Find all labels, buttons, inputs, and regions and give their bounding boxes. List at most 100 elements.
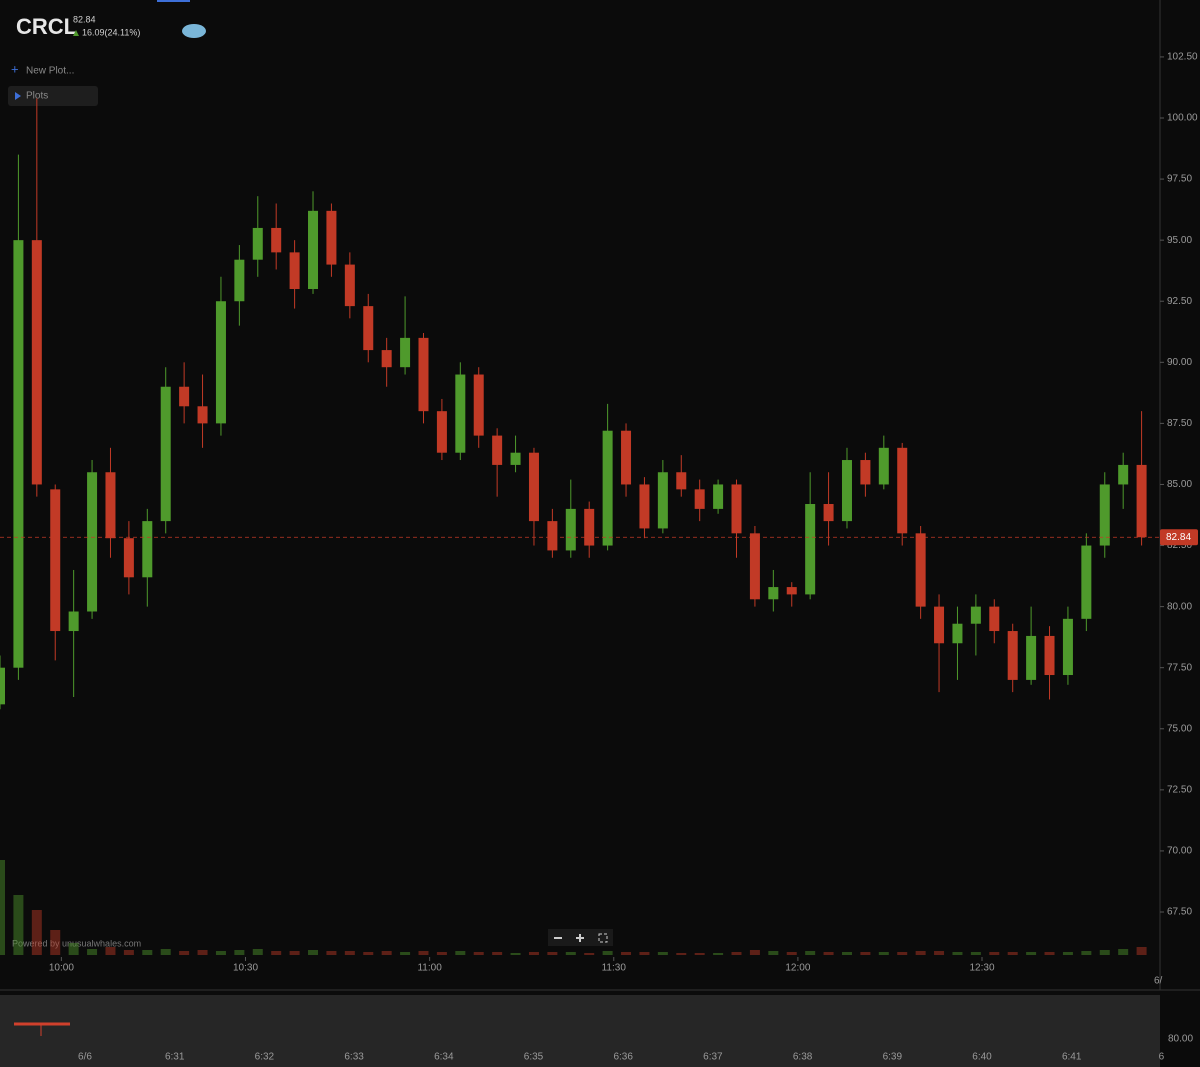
volume-bar: [731, 952, 742, 955]
volume-bar: [694, 953, 705, 955]
whale-icon: [182, 24, 206, 38]
candle-body: [989, 606, 1000, 632]
volume-bar: [823, 952, 834, 955]
candle-body: [823, 504, 834, 522]
new-plot[interactable]: New Plot...: [26, 66, 74, 77]
x-tick-label: 11:30: [602, 963, 627, 974]
candle-body: [142, 521, 153, 578]
navigator[interactable]: [0, 995, 1160, 1067]
volume-bar: [1081, 951, 1092, 955]
candle-body: [197, 406, 208, 424]
navigator-label: 6:37: [703, 1052, 723, 1063]
candle-body: [805, 504, 816, 595]
candle-body: [68, 611, 79, 632]
candle-body: [1007, 631, 1018, 680]
navigator-label: 6/6: [78, 1052, 92, 1063]
volume-bar: [676, 953, 687, 955]
up-arrow: [73, 30, 79, 36]
y-tick-label: 72.50: [1167, 784, 1192, 795]
candle-body: [547, 521, 558, 551]
y-tick-label: 87.50: [1167, 418, 1192, 429]
navigator-label: 6:40: [972, 1052, 992, 1063]
candle-body: [87, 472, 98, 612]
plots-button[interactable]: [8, 86, 98, 106]
candle-body: [639, 484, 650, 529]
candle-body: [308, 210, 319, 290]
volume-bar: [897, 952, 908, 955]
volume-bar: [179, 951, 190, 955]
volume-bar: [0, 860, 5, 955]
volume-bar: [989, 952, 1000, 955]
volume-bar: [547, 952, 558, 955]
plus-icon[interactable]: +: [11, 61, 19, 76]
volume-bar: [1044, 952, 1055, 955]
volume-bar: [786, 952, 797, 955]
volume-bar: [934, 951, 945, 955]
candle-body: [473, 374, 484, 436]
candle-body: [344, 264, 355, 307]
candle-body: [1136, 464, 1147, 538]
y-tick-label: 95.00: [1167, 235, 1192, 246]
volume-bar: [805, 951, 816, 955]
header-change: 16.09(24.11%): [82, 27, 140, 37]
candle-body: [510, 452, 521, 465]
y-tick-label: 70.00: [1167, 846, 1192, 857]
navigator-label: 6:36: [613, 1052, 633, 1063]
volume-bar: [252, 949, 263, 955]
y-tick-label: 97.50: [1167, 174, 1192, 185]
candle-body: [215, 301, 226, 424]
volume-bar: [584, 953, 595, 955]
navigator-label: 6:41: [1062, 1052, 1082, 1063]
candle-body: [234, 259, 245, 302]
candle-body: [50, 489, 61, 632]
y-tick-label: 80.00: [1167, 601, 1192, 612]
volume-bar: [455, 951, 466, 955]
candle-body: [492, 435, 503, 465]
volume-bar: [1026, 952, 1037, 955]
y-tick-label: 102.50: [1167, 52, 1198, 63]
play-icon: [15, 92, 21, 100]
symbol: CRCL: [16, 14, 77, 39]
volume-bar: [565, 952, 576, 955]
volume-bar: [970, 952, 981, 955]
volume-bar: [860, 952, 871, 955]
plots-label[interactable]: Plots: [26, 91, 48, 102]
volume-bar: [657, 952, 668, 955]
candle-body: [676, 472, 687, 490]
candle-body: [455, 374, 466, 453]
candle-body: [602, 430, 613, 546]
candle-body: [731, 484, 742, 534]
y-tick-label: 75.00: [1167, 723, 1192, 734]
volume-bar: [621, 952, 632, 955]
volume-bar: [142, 950, 153, 955]
volume-bar: [1118, 949, 1129, 955]
candle-body: [13, 240, 24, 668]
candle-body: [160, 386, 171, 522]
volume-bar: [50, 930, 61, 955]
zoom-in[interactable]: [576, 934, 584, 942]
volume-bar: [878, 952, 889, 955]
volume-bar: [87, 949, 98, 955]
candle-body: [786, 587, 797, 595]
navigator-label: 6:32: [255, 1052, 275, 1063]
navigator-label: 6:33: [344, 1052, 364, 1063]
fullscreen[interactable]: [598, 933, 608, 943]
y-tick-label: 90.00: [1167, 357, 1192, 368]
volume-bar: [602, 951, 613, 955]
navigator-label: 6:31: [165, 1052, 185, 1063]
volume-bar: [749, 950, 760, 955]
volume-bar: [528, 952, 539, 955]
volume-bar: [713, 953, 724, 955]
volume-bar: [492, 952, 503, 955]
volume-bar: [234, 950, 245, 955]
y-tick-label: 67.50: [1167, 907, 1192, 918]
candle-body: [841, 460, 852, 522]
x-tick-label: 11:00: [417, 963, 442, 974]
candle-body: [657, 472, 668, 529]
candle-body: [915, 533, 926, 607]
volume-bar: [1007, 952, 1018, 955]
volume-bar: [639, 952, 650, 955]
y-tick-label: 100.00: [1167, 113, 1198, 124]
candle-body: [694, 489, 705, 509]
